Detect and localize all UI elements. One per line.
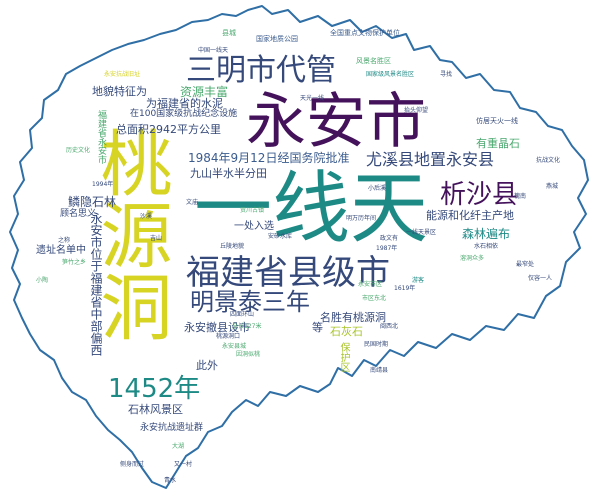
word-small-24: 文庙 <box>186 199 199 206</box>
word-yong-an-shi: 永安市 <box>246 87 426 157</box>
word-baozhu: 保护区 <box>338 342 349 372</box>
word-area: 总面积2942平方公里 <box>116 123 221 136</box>
word-small-32: 四面环山 <box>230 311 255 318</box>
word-small-33: 因洞似桃 <box>236 351 261 358</box>
word-guming: 顾名思义 <box>60 209 97 219</box>
word-small-31: 永安县城 <box>222 343 247 350</box>
word-small-14: 之称 <box>58 237 71 244</box>
word-small-27: 吉山 <box>150 235 163 242</box>
word-mingsheng: 名胜有桃源洞 <box>320 311 386 324</box>
word-small-16: 小后溪 <box>368 185 387 192</box>
word-small-9: 历史文化 <box>66 147 91 154</box>
word-setup: 永安撤县设市 <box>184 321 250 334</box>
word-small-15: 游客 <box>412 277 425 284</box>
word-small-26: 燕城 <box>546 183 559 190</box>
word-small-45: 全长127米 <box>232 323 262 330</box>
word-limestone: 石灰石 <box>330 325 363 338</box>
word-small-17: 政文有 <box>380 235 399 242</box>
word-resources: 资源丰富 <box>180 85 229 99</box>
word-small-8: 中国一线天 <box>198 47 229 54</box>
word-site-list: 遗址名单中 <box>36 245 86 256</box>
word-energy: 能源和化纤主产地 <box>426 209 514 222</box>
word-year-1452: 1452年 <box>108 374 201 404</box>
word-anti-japan: 永安抗战遗址群 <box>140 423 204 433</box>
word-small-20: 溶洞众多 <box>460 255 485 262</box>
word-small-47: 仅容一人 <box>528 275 553 282</box>
word-xisha-xian: 析沙县 <box>440 180 519 210</box>
word-date-approval: 1984年9月12日经国务院批准 <box>188 151 350 165</box>
word-memorial: 在100国家级抗战纪念设施 <box>130 109 238 119</box>
word-small-21: 丘陵地貌 <box>220 243 245 250</box>
word-forest: 森林遍布 <box>462 227 511 241</box>
word-small-7: 寻找 <box>440 71 453 78</box>
word-yong-an-city-seat: 永安市位于福建省中部偏西 <box>89 212 103 356</box>
word-small-29: 笋竹之乡 <box>62 259 87 266</box>
word-small-23: 安砂水库 <box>268 233 293 240</box>
word-small-11: 1987年 <box>376 245 398 252</box>
word-small-28: 沙溪 <box>140 213 153 220</box>
word-yongan-red: 福建省永安市 <box>96 110 106 164</box>
word-linlin: 鳞隐石林 <box>68 195 117 209</box>
word-landscape: 地貌特征为 <box>92 85 147 98</box>
word-small-41: 大湖 <box>172 443 185 450</box>
word-small-1: 县城 <box>222 29 236 37</box>
word-fujian-xianji: 福建省县级市 <box>186 253 390 293</box>
word-small-49: 抬头仰望 <box>404 107 429 114</box>
word-small-36: 民国时期 <box>364 341 389 348</box>
word-mingjingtai: 明景泰三年 <box>190 288 310 316</box>
word-ciwai: 此外 <box>196 359 218 372</box>
word-small-40: 青水 <box>164 477 177 484</box>
word-yici-xuan: 一处入选 <box>234 221 274 232</box>
word-small-13: 1994年 <box>92 181 114 188</box>
word-mineral: 有重晶石 <box>476 137 520 150</box>
word-small-42: 小陶 <box>36 277 49 284</box>
word-he: 等 <box>312 321 323 334</box>
word-small-25: 槐南 <box>514 193 527 200</box>
word-small-19: 水石相依 <box>474 243 499 250</box>
word-small-37: 南靖县 <box>370 367 389 374</box>
word-tao-yuan-dong: 桃源洞 <box>88 126 172 342</box>
word-small-10: 抗战文化 <box>536 157 561 164</box>
word-small-5: 仿居天火一线 <box>476 117 518 125</box>
word-small-3: 全国重点文物保护单位 <box>330 29 400 37</box>
word-small-43: 永安抗战旧址 <box>104 71 141 78</box>
word-small-46: 最窄处 <box>516 261 535 268</box>
word-small-35: 市区东北 <box>362 295 387 302</box>
map-border <box>9 5 589 489</box>
word-small-34: 永安市区 <box>358 281 383 288</box>
word-jiushan: 九山半水半分田 <box>190 167 267 180</box>
word-yi-xian-tian: 一线天 <box>194 164 429 254</box>
word-small-50: 天光一线 <box>300 95 325 102</box>
word-small-4: 风景名胜区 <box>356 57 391 65</box>
word-small-18: 明万历年间 <box>346 215 377 222</box>
word-small-6: 国家级风景名胜区 <box>366 71 415 78</box>
word-youxi: 尤溪县地置永安县 <box>366 150 495 169</box>
word-small-2: 国家地质公园 <box>256 35 298 43</box>
word-small-22: 贡川古镇 <box>240 207 265 214</box>
word-cement: 为福建省的水泥 <box>146 97 223 110</box>
word-small-44: 一线天景区 <box>406 229 437 236</box>
word-small-39: 又一村 <box>174 461 193 468</box>
word-small-48: 侧身而过 <box>120 461 145 468</box>
word-scenic: 石林风景区 <box>128 403 183 416</box>
word-small-12: 1619年 <box>394 285 416 292</box>
word-small-30: 桃源洞口 <box>216 333 241 340</box>
word-sanming-daiguan: 三明市代管 <box>186 53 336 88</box>
word-small-38: 闽西北 <box>380 323 399 330</box>
